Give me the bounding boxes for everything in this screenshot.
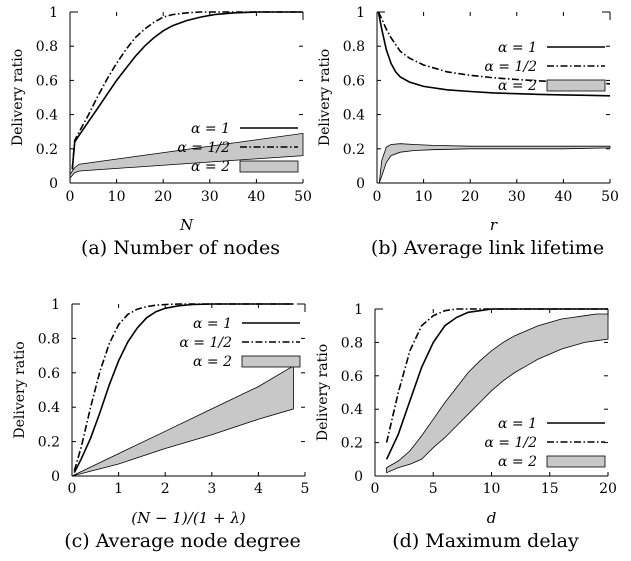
y-tick-label: 1 <box>356 5 365 21</box>
chart-panel: 0 5 10 15 20 0 0.2 0.4 0.6 0.8 1 d Delivery ratio (d)… <box>315 302 617 552</box>
x-tick-label: 10 <box>483 481 501 497</box>
panel-caption: (c) Average node degree <box>64 530 301 552</box>
legend-label: α = 2 <box>193 354 232 370</box>
legend: α = 1 α = 1/2 α = 2 <box>179 316 301 370</box>
y-tick-label: 0 <box>354 469 363 485</box>
legend-label: α = 1 <box>498 40 537 56</box>
y-tick-label: 1 <box>354 302 363 318</box>
series-band-alpha-2 <box>69 132 304 179</box>
legend-label: α = 1 <box>498 416 537 432</box>
x-tick-label: 40 <box>247 189 265 205</box>
panel-caption: (b) Average link lifetime <box>371 237 604 259</box>
series-line-alpha-half <box>385 308 608 443</box>
legend-label: α = 1 <box>193 316 232 332</box>
legend-label: α = 1/2 <box>177 140 230 156</box>
y-tick-label: 0.2 <box>36 142 58 158</box>
legend-swatch-band <box>546 79 606 92</box>
y-tick-label: 0.6 <box>341 369 363 385</box>
legend-swatch-band <box>241 355 301 368</box>
y-tick-label: 0.8 <box>38 331 60 347</box>
legend-label: α = 1/2 <box>179 335 232 351</box>
x-axis-label: d <box>487 509 497 527</box>
x-tick-label: 0 <box>66 189 75 205</box>
legend-label: α = 2 <box>498 454 537 470</box>
x-tick-label: 10 <box>415 189 433 205</box>
x-tick-label: 4 <box>254 481 263 497</box>
y-tick-label: 1 <box>51 297 60 313</box>
x-tick-label: 20 <box>154 189 172 205</box>
series-band-alpha-2 <box>71 365 294 477</box>
y-tick-label: 0.4 <box>341 402 363 418</box>
x-tick-label: 1 <box>114 481 123 497</box>
x-tick-label: 10 <box>108 189 126 205</box>
series-line-alpha-half <box>377 11 611 85</box>
legend-label: α = 2 <box>498 78 537 94</box>
x-tick-label: 0 <box>68 481 77 497</box>
legend-label: α = 1/2 <box>484 435 537 451</box>
x-tick-label: 30 <box>201 189 219 205</box>
y-tick-label: 0.6 <box>343 73 365 89</box>
x-axis-label: (N − 1)/(1 + λ) <box>131 509 246 527</box>
y-tick-label: 0.8 <box>36 39 58 55</box>
y-tick-label: 0.8 <box>343 39 365 55</box>
chart-panel: 0 10 20 30 40 50 0 0.2 0.4 0.6 0.8 1 r Delivery ratio… <box>317 5 619 259</box>
y-tick-label: 0.4 <box>343 108 365 124</box>
x-tick-label: 50 <box>601 189 619 205</box>
y-tick-label: 0.2 <box>341 436 363 452</box>
x-tick-label: 40 <box>554 189 572 205</box>
legend-label: α = 2 <box>191 159 230 175</box>
x-tick-label: 5 <box>301 481 310 497</box>
series-line-alpha-half <box>71 11 303 170</box>
panel-caption: (a) Number of nodes <box>81 237 280 259</box>
y-tick-label: 1 <box>49 5 58 21</box>
y-axis-label: Delivery ratio <box>315 344 331 441</box>
y-tick-label: 0 <box>49 176 58 192</box>
y-tick-label: 0.8 <box>341 335 363 351</box>
y-tick-label: 0 <box>356 176 365 192</box>
x-tick-label: 5 <box>429 481 438 497</box>
series-line-alpha-half <box>73 303 294 472</box>
x-tick-label: 0 <box>371 481 380 497</box>
legend-label: α = 1 <box>191 121 230 137</box>
y-tick-label: 0.2 <box>38 435 60 451</box>
x-axis-label: N <box>179 216 194 234</box>
x-tick-label: 30 <box>508 189 526 205</box>
y-tick-label: 0 <box>51 469 60 485</box>
x-axis-label: r <box>490 216 498 234</box>
y-axis-label: Delivery ratio <box>12 341 28 438</box>
x-tick-label: 3 <box>207 481 216 497</box>
legend-swatch-band <box>546 455 606 468</box>
panel-caption: (d) Maximum delay <box>392 530 579 552</box>
x-tick-label: 50 <box>294 189 312 205</box>
series-band-alpha-2 <box>386 313 609 474</box>
chart-panel: 0 1 2 3 4 5 0 0.2 0.4 0.6 0.8 1 (N − 1)/(1 + λ) Deliv… <box>12 297 309 552</box>
legend: α = 1 α = 1/2 α = 2 <box>484 416 606 470</box>
y-tick-label: 0.6 <box>38 366 60 382</box>
y-axis-label: Delivery ratio <box>317 49 333 146</box>
series-line-alpha-1 <box>71 11 303 170</box>
y-tick-label: 0.4 <box>36 108 58 124</box>
y-tick-label: 0.6 <box>36 73 58 89</box>
x-tick-label: 20 <box>599 481 617 497</box>
chart-panel: 0 10 20 30 40 50 0 0.2 0.4 0.6 0.8 1 N Delivery ratio… <box>10 5 312 259</box>
x-tick-label: 2 <box>161 481 170 497</box>
y-axis-label: Delivery ratio <box>10 49 26 146</box>
y-tick-label: 0.2 <box>343 142 365 158</box>
x-tick-label: 15 <box>541 481 559 497</box>
legend-swatch-band <box>239 160 299 173</box>
series-line-alpha-1 <box>377 11 611 97</box>
legend: α = 1 α = 1/2 α = 2 <box>484 40 606 94</box>
legend: α = 1 α = 1/2 α = 2 <box>177 121 299 175</box>
x-tick-label: 20 <box>461 189 479 205</box>
x-tick-label: 0 <box>373 189 382 205</box>
series-band-alpha-2 <box>378 143 611 184</box>
legend-label: α = 1/2 <box>484 59 537 75</box>
y-tick-label: 0.4 <box>38 400 60 416</box>
